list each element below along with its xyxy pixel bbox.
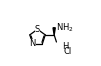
Polygon shape [53, 28, 55, 35]
Text: H: H [62, 42, 68, 51]
Text: S: S [35, 25, 40, 34]
Text: Cl: Cl [64, 47, 72, 56]
Text: NH$_2$: NH$_2$ [56, 21, 74, 34]
Text: N: N [30, 39, 36, 48]
